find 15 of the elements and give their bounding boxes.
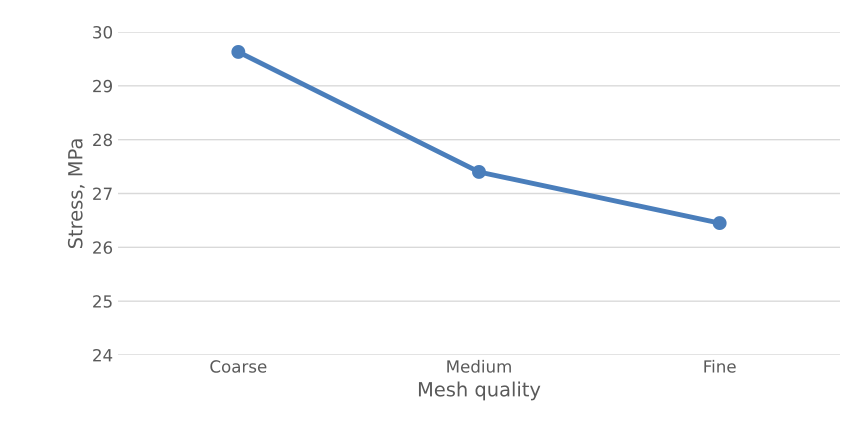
y-tick-label: 26: [93, 241, 112, 254]
point: [712, 216, 727, 230]
x-tick-label: Medium: [447, 360, 511, 373]
y-tick-label: 29: [93, 80, 112, 92]
y-axis-title: Stress, MPa: [68, 139, 85, 248]
y-tick-label: 24: [93, 348, 112, 362]
y-tick-label: 28: [93, 134, 112, 146]
point: [472, 165, 486, 179]
x-tick-label: Coarse: [210, 360, 266, 373]
x-axis-title: Mesh quality: [418, 382, 540, 400]
y-tick-label: 27: [93, 187, 112, 200]
x-tick-label: Fine: [704, 360, 736, 373]
point: [231, 44, 246, 59]
y-tick-label: 25: [93, 295, 112, 308]
y-tick-label: 30: [93, 26, 112, 39]
